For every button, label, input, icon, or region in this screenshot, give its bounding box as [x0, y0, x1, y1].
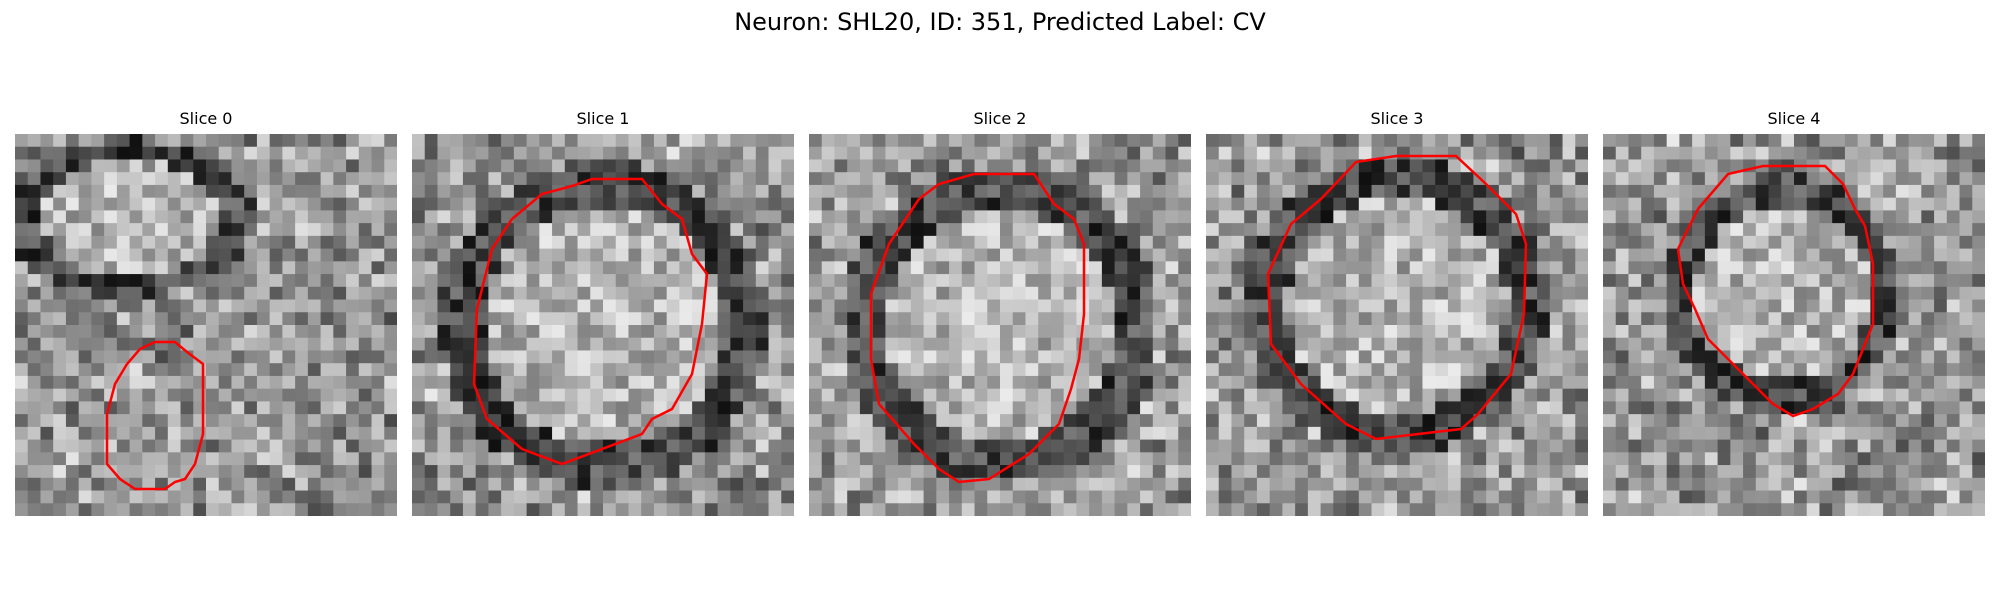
slice-title: Slice 1: [576, 109, 630, 128]
roi-contour: [105, 340, 205, 491]
slice-panel-3: Slice 3: [1206, 108, 1588, 516]
slice-title: Slice 4: [1767, 109, 1821, 128]
slice-image: [1206, 134, 1588, 516]
slice-panel-4: Slice 4: [1603, 108, 1985, 516]
roi-contour: [1676, 164, 1875, 418]
slice-image: [1603, 134, 1985, 516]
slice-title: Slice 2: [973, 109, 1027, 128]
slice-panel-2: Slice 2: [809, 108, 1191, 516]
slice-image: [809, 134, 1191, 516]
roi-contour: [869, 172, 1086, 484]
roi-contour: [472, 177, 709, 466]
figure-title: Neuron: SHL20, ID: 351, Predicted Label:…: [734, 8, 1266, 36]
slice-image: [412, 134, 794, 516]
slice-panel-0: Slice 0: [15, 108, 397, 516]
roi-contour: [1266, 154, 1528, 441]
slice-title: Slice 3: [1370, 109, 1424, 128]
slice-panel-1: Slice 1: [412, 108, 794, 516]
slice-image: [15, 134, 397, 516]
slice-title: Slice 0: [179, 109, 233, 128]
